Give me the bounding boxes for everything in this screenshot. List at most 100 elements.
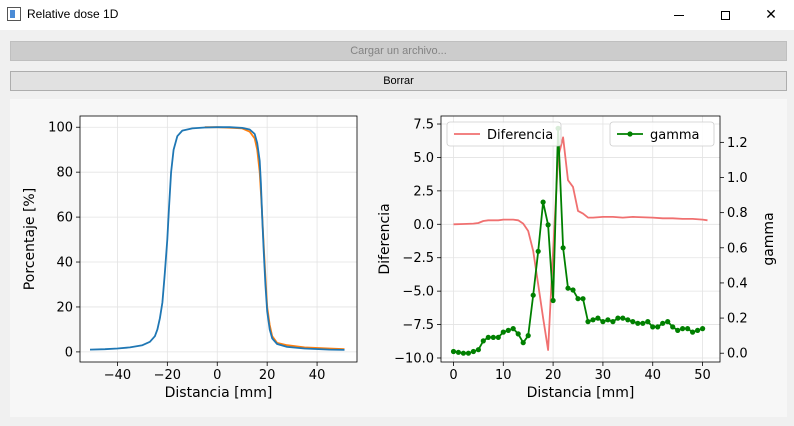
gamma-point	[455, 349, 461, 355]
gamma-point	[665, 319, 671, 325]
legend-label: Diferencia	[487, 128, 553, 143]
legend-box	[446, 121, 562, 147]
y-right-tick-label: 0.2	[727, 312, 748, 327]
gamma-point	[470, 348, 476, 355]
x-tick-label: 0	[449, 368, 457, 383]
gamma-point	[700, 326, 706, 332]
app-window-icon	[7, 7, 21, 21]
gamma-point	[515, 331, 521, 337]
gamma-point	[525, 333, 531, 339]
series-line-diferencia	[453, 136, 708, 351]
gamma-point	[655, 324, 661, 330]
y-tick-label: 40	[56, 256, 73, 271]
y-right-axis-label: gamma	[761, 212, 777, 265]
y-axis-label: Diferencia	[377, 203, 393, 274]
close-icon: ✕	[765, 7, 777, 23]
gamma-point	[560, 245, 566, 251]
y-right-tick-label: 0.6	[727, 241, 748, 256]
y-tick-label: 2.5	[413, 184, 434, 199]
gamma-point	[465, 350, 471, 356]
y-tick-label: 0	[65, 345, 73, 360]
plot-frame	[440, 115, 721, 363]
y-tick-label: 60	[56, 211, 73, 226]
legend-label: gamma	[650, 128, 700, 143]
x-tick-label: 50	[694, 368, 711, 383]
y-right-tick-label: 0.8	[727, 206, 748, 221]
gamma-point	[540, 199, 546, 205]
gamma-point	[535, 248, 541, 254]
gamma-point	[620, 315, 626, 321]
gamma-point	[675, 327, 681, 333]
maximize-icon	[720, 10, 730, 20]
x-tick-label: 40	[309, 368, 326, 383]
gamma-point	[580, 296, 586, 302]
y-axis-label: Porcentaje [%]	[22, 188, 38, 290]
gamma-point	[550, 297, 556, 304]
gamma-point	[600, 319, 606, 325]
x-tick-label: −40	[104, 368, 131, 383]
minimize-icon	[674, 14, 684, 16]
gamma-point	[685, 326, 691, 332]
y-right-tick-label: 0.0	[727, 347, 748, 362]
gamma-point	[585, 319, 591, 325]
gamma-point	[510, 326, 516, 332]
plot-background	[441, 116, 720, 362]
chart-1	[76, 115, 358, 366]
gamma-point	[610, 319, 616, 325]
y-tick-label: −5.0	[402, 285, 434, 300]
gamma-point	[590, 317, 596, 323]
clear-button[interactable]: Borrar	[10, 71, 787, 91]
y-tick-label: 5.0	[413, 151, 434, 166]
y-tick-label: 80	[56, 166, 73, 181]
x-tick-label: 30	[595, 368, 612, 383]
plot-background	[80, 116, 357, 362]
x-tick-label: 0	[213, 368, 221, 383]
gamma-point	[630, 319, 636, 325]
close-button[interactable]: ✕	[748, 0, 794, 30]
gamma-point	[480, 338, 486, 344]
gamma-point	[690, 329, 696, 335]
title-bar[interactable]: Relative dose 1D ✕	[0, 0, 794, 30]
x-tick-label: 20	[259, 368, 276, 383]
gamma-point	[565, 285, 571, 291]
gamma-point	[680, 326, 686, 332]
gamma-point	[500, 329, 506, 335]
gamma-point	[575, 296, 581, 302]
y-tick-label: 0.0	[413, 218, 434, 233]
x-tick-label: −20	[154, 368, 181, 383]
gamma-point	[475, 347, 481, 353]
gamma-point	[615, 315, 621, 321]
gamma-point	[640, 320, 646, 326]
gamma-point	[570, 287, 576, 293]
y-right-tick-label: 0.4	[727, 276, 748, 291]
load-file-button[interactable]: Cargar un archivo...	[10, 41, 787, 61]
chart-2	[437, 115, 724, 366]
gamma-point	[450, 348, 457, 355]
y-right-tick-label: 1.2	[727, 136, 748, 151]
gamma-point	[495, 334, 501, 340]
gamma-point	[650, 324, 656, 330]
maximize-button[interactable]	[702, 0, 748, 30]
gamma-point	[635, 320, 641, 326]
gamma-point	[490, 334, 496, 340]
y-tick-label: 100	[48, 121, 73, 136]
gamma-point	[670, 324, 676, 330]
gamma-point	[625, 317, 631, 323]
gamma-point	[645, 319, 651, 325]
x-axis-label: Distancia [mm]	[527, 385, 635, 401]
gamma-point	[485, 334, 491, 340]
series-line-2	[89, 126, 345, 351]
gamma-point	[530, 292, 536, 298]
gamma-point	[520, 340, 526, 346]
gamma-point	[595, 315, 601, 321]
plot-frame	[79, 115, 358, 363]
x-axis-label: Distancia [mm]	[165, 385, 273, 401]
legend-box	[609, 121, 715, 147]
plot-canvas: −40 −20 0 20 40 0 20 40 60 80 100 Distancia [mm] Por…	[10, 99, 787, 417]
gamma-point	[660, 320, 666, 326]
y-tick-label: 7.5	[413, 118, 434, 133]
gamma-point	[605, 317, 611, 323]
y-right-tick-label: 1.0	[727, 171, 748, 186]
minimize-button[interactable]	[656, 0, 702, 30]
